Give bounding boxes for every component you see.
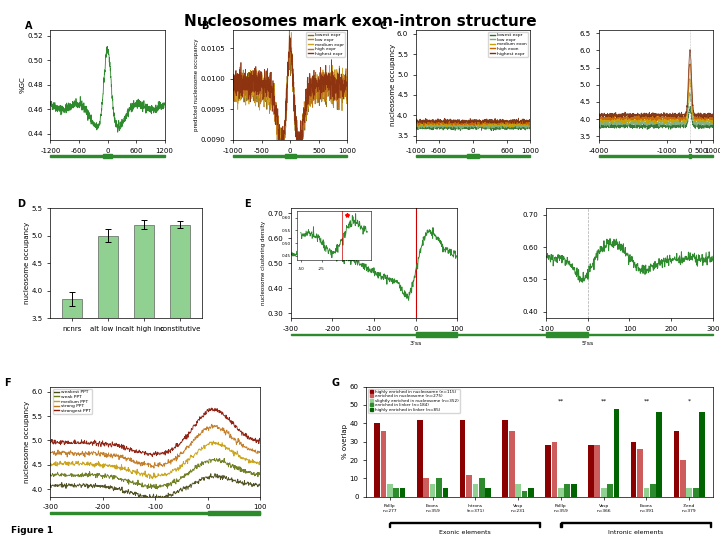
- Text: 5'ss: 5'ss: [582, 341, 594, 346]
- Bar: [552, 442, 557, 497]
- Bar: [393, 488, 399, 497]
- Bar: [528, 488, 534, 497]
- Bar: [571, 484, 577, 497]
- Bar: [134, 225, 154, 511]
- Bar: [466, 475, 472, 497]
- Y-axis label: %GC: %GC: [19, 76, 26, 93]
- Bar: [680, 460, 685, 497]
- Bar: [98, 235, 118, 511]
- Bar: [686, 488, 692, 497]
- Text: E: E: [244, 199, 251, 210]
- Bar: [417, 420, 423, 497]
- Bar: [650, 484, 656, 497]
- Text: B: B: [201, 21, 209, 31]
- Text: Exonic elements: Exonic elements: [438, 530, 490, 535]
- Bar: [607, 484, 613, 497]
- Bar: [601, 488, 606, 497]
- Text: **: **: [600, 398, 607, 403]
- Bar: [644, 488, 649, 497]
- Text: A: A: [25, 21, 33, 31]
- Text: Intronic elements: Intronic elements: [608, 530, 663, 535]
- Bar: [657, 413, 662, 497]
- Legend: weakest PPT, weak PPT, medium PPT, strong PPT, strongest PPT: weakest PPT, weak PPT, medium PPT, stron…: [53, 389, 92, 414]
- Bar: [674, 431, 679, 497]
- Bar: [62, 299, 82, 511]
- Bar: [595, 446, 600, 497]
- Bar: [485, 488, 491, 497]
- Y-axis label: nucleosome occupancy: nucleosome occupancy: [24, 401, 30, 483]
- Bar: [171, 225, 190, 511]
- Legend: lowest expr, low expr, medium expr, high expr, highest expr: lowest expr, low expr, medium expr, high…: [306, 32, 345, 57]
- Bar: [516, 484, 521, 497]
- Bar: [637, 449, 643, 497]
- Y-axis label: predicted nucleosome occupancy: predicted nucleosome occupancy: [194, 38, 199, 131]
- Text: F: F: [4, 378, 11, 388]
- Bar: [693, 488, 698, 497]
- Text: Nucleosomes mark exon-intron structure: Nucleosomes mark exon-intron structure: [184, 14, 536, 29]
- Text: G: G: [331, 378, 340, 388]
- Bar: [545, 446, 551, 497]
- Text: **: **: [558, 398, 564, 403]
- Text: Figure 1: Figure 1: [11, 525, 53, 535]
- Bar: [699, 413, 705, 497]
- Bar: [558, 488, 564, 497]
- Text: **: **: [644, 398, 649, 403]
- Bar: [522, 491, 527, 497]
- Bar: [380, 431, 386, 497]
- Bar: [423, 478, 429, 497]
- Legend: highly enriched in nucleosome (n=115), enriched in nucleosome (n=275), slightly : highly enriched in nucleosome (n=115), e…: [369, 389, 460, 413]
- Y-axis label: nucleosome occupancy: nucleosome occupancy: [390, 44, 395, 126]
- Text: D: D: [17, 199, 25, 210]
- Text: 3'ss: 3'ss: [410, 341, 422, 346]
- Bar: [387, 484, 392, 497]
- Y-axis label: nucleosome clustering density: nucleosome clustering density: [261, 221, 266, 305]
- Text: C: C: [379, 21, 387, 31]
- Bar: [479, 478, 485, 497]
- Bar: [443, 488, 448, 497]
- Bar: [400, 488, 405, 497]
- Text: *: *: [688, 398, 690, 403]
- Bar: [613, 409, 619, 497]
- Bar: [588, 446, 594, 497]
- Y-axis label: nucleosome occupancy: nucleosome occupancy: [24, 222, 30, 305]
- Legend: lowest expr, low expr, medium exon, high exon, highest expr: lowest expr, low expr, medium exon, high…: [488, 32, 528, 57]
- Y-axis label: % overlap: % overlap: [342, 424, 348, 459]
- Bar: [459, 420, 465, 497]
- Bar: [503, 420, 508, 497]
- Bar: [436, 478, 442, 497]
- Bar: [430, 484, 436, 497]
- Bar: [472, 484, 478, 497]
- Bar: [374, 423, 379, 497]
- Bar: [631, 442, 636, 497]
- Bar: [564, 484, 570, 497]
- Bar: [509, 431, 515, 497]
